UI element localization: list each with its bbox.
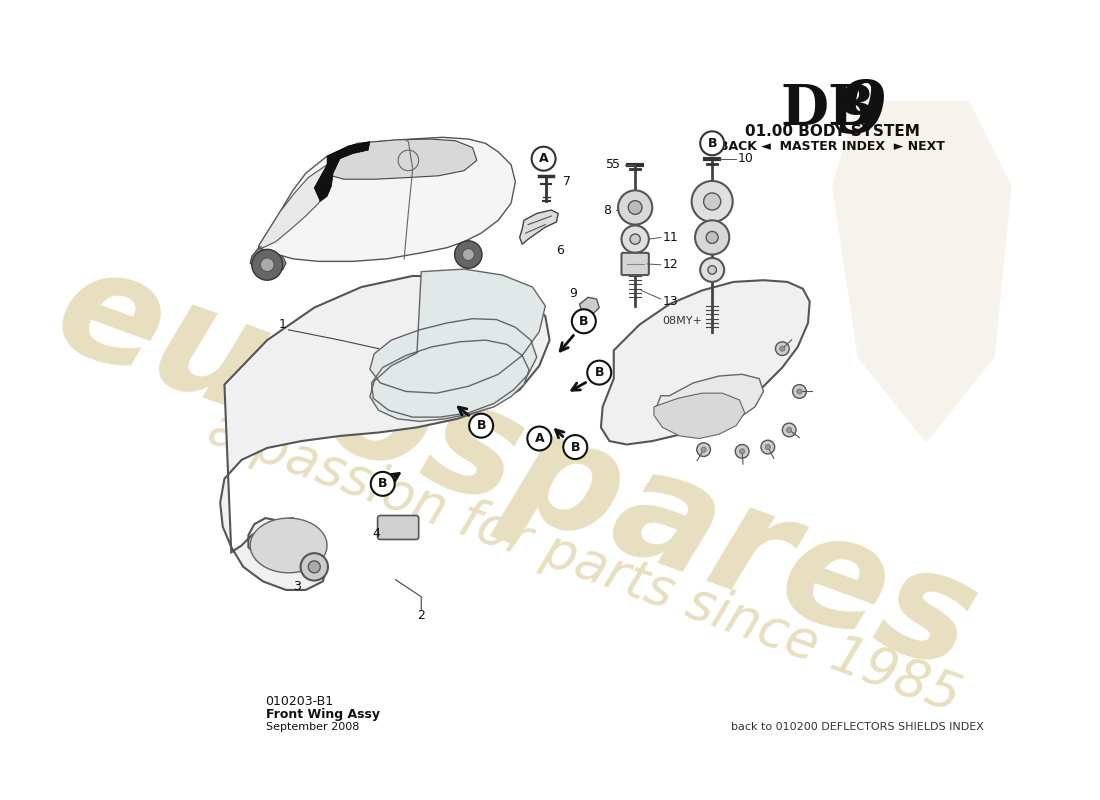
Circle shape [618,190,652,225]
Circle shape [621,226,649,253]
Polygon shape [657,374,763,431]
Text: 3: 3 [294,580,301,593]
Text: B: B [378,478,387,490]
Text: A: A [535,432,544,445]
Polygon shape [258,165,331,248]
Circle shape [261,258,274,272]
Circle shape [695,220,729,254]
Circle shape [704,193,720,210]
FancyBboxPatch shape [621,253,649,275]
Text: 010203-B1: 010203-B1 [265,694,333,708]
Text: 13: 13 [662,295,679,308]
Text: a passion for parts since 1985: a passion for parts since 1985 [200,402,967,723]
Polygon shape [220,276,550,590]
Polygon shape [250,248,286,274]
Text: September 2008: September 2008 [265,722,359,732]
Circle shape [563,435,587,459]
Text: 2: 2 [417,609,426,622]
Text: 12: 12 [662,258,679,271]
Circle shape [701,131,724,155]
Text: 11: 11 [662,231,679,244]
Circle shape [454,241,482,268]
Circle shape [300,553,328,581]
Text: 08MY+: 08MY+ [662,316,703,326]
Circle shape [308,561,320,573]
Text: eurospares: eurospares [36,234,994,704]
Circle shape [527,426,551,450]
Circle shape [572,310,596,334]
Circle shape [735,445,749,458]
Circle shape [701,447,706,452]
Circle shape [692,181,733,222]
Circle shape [701,258,724,282]
Text: 4: 4 [372,527,381,540]
Circle shape [782,423,796,437]
Circle shape [796,389,802,394]
Circle shape [252,250,283,280]
Circle shape [371,472,395,496]
Circle shape [786,427,792,433]
Polygon shape [601,280,810,445]
Text: 5: 5 [612,158,619,171]
Polygon shape [654,393,745,438]
Text: B: B [594,366,604,379]
Polygon shape [258,138,516,262]
Text: 6: 6 [557,244,564,257]
Circle shape [793,385,806,398]
Text: DB: DB [781,82,876,137]
Text: back to 010200 DEFLECTORS SHIELDS INDEX: back to 010200 DEFLECTORS SHIELDS INDEX [732,722,984,732]
Text: Front Wing Assy: Front Wing Assy [265,708,379,722]
Circle shape [587,361,612,385]
Polygon shape [580,298,600,314]
Circle shape [706,231,718,243]
Polygon shape [519,210,558,244]
Circle shape [628,201,642,214]
Text: 01.00 BODY SYSTEM: 01.00 BODY SYSTEM [745,125,920,139]
Circle shape [630,234,640,244]
Text: B: B [476,419,486,432]
Polygon shape [315,142,370,202]
Text: 1: 1 [278,318,287,331]
Polygon shape [832,101,1012,442]
Circle shape [761,440,774,454]
Circle shape [776,342,789,355]
Text: 10: 10 [738,152,754,165]
Circle shape [470,414,493,438]
Circle shape [696,442,711,457]
Text: B: B [707,137,717,150]
Circle shape [766,445,770,450]
Circle shape [462,249,474,261]
Polygon shape [327,139,477,179]
Text: BACK ◄  MASTER INDEX  ► NEXT: BACK ◄ MASTER INDEX ► NEXT [719,140,945,153]
Text: B: B [571,441,580,454]
Text: B: B [579,314,588,328]
Circle shape [531,146,556,170]
Text: 8: 8 [603,203,612,217]
Polygon shape [250,518,327,573]
FancyBboxPatch shape [377,515,419,539]
Polygon shape [370,269,546,422]
Text: 5: 5 [606,158,614,171]
Circle shape [708,266,716,274]
Text: 7: 7 [563,175,571,188]
Text: A: A [539,152,549,165]
Text: 9: 9 [836,77,887,147]
Text: 9: 9 [570,286,578,299]
Circle shape [780,346,785,351]
Circle shape [739,449,745,454]
